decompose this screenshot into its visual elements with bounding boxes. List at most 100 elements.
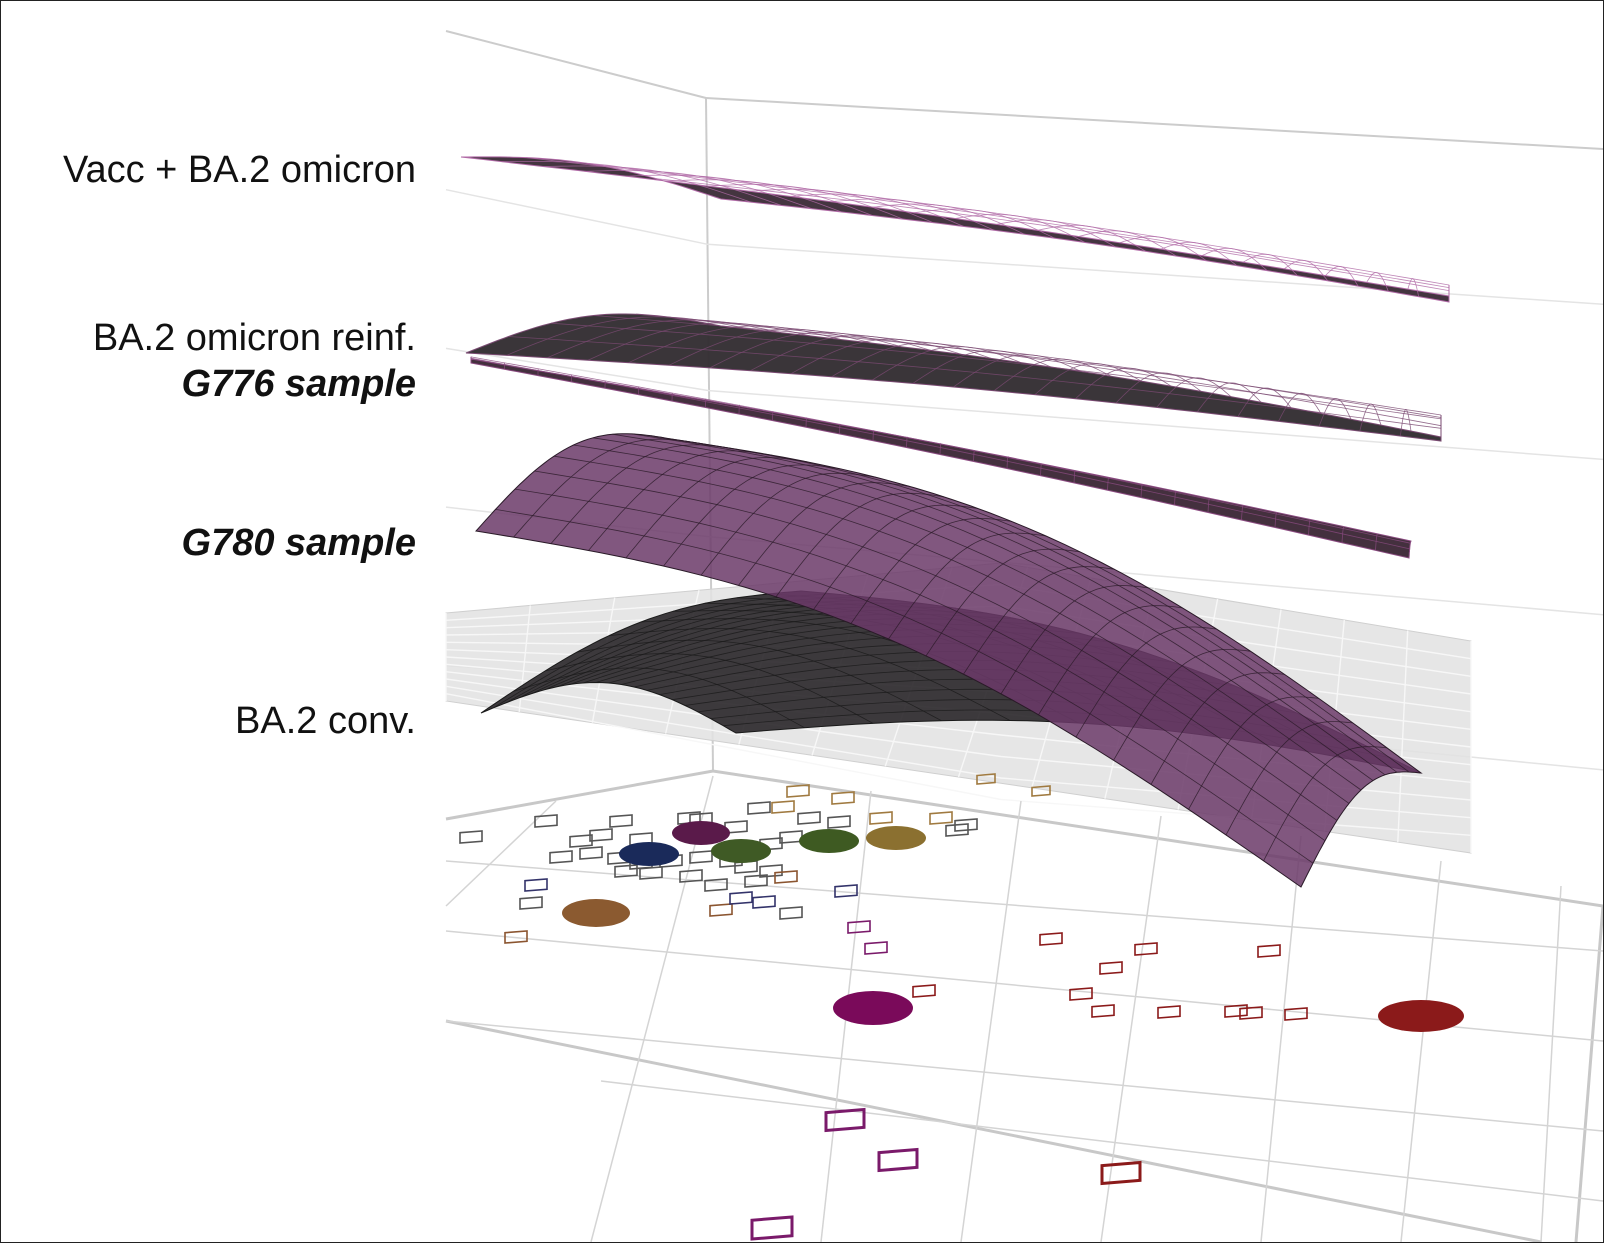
label-ba2-reinf: BA.2 omicron reinf. bbox=[92, 317, 416, 359]
surface-g780-mesh bbox=[513, 438, 706, 538]
mid-plane-gridline bbox=[1397, 630, 1409, 843]
serum-marker bbox=[1091, 1004, 1115, 1018]
surface-g780-mesh bbox=[1225, 721, 1353, 836]
surface-vacc-ba2-mesh bbox=[666, 179, 873, 216]
floor-gridline bbox=[1100, 815, 1162, 1242]
serum-marker bbox=[976, 773, 996, 785]
surface-g776-mesh bbox=[1006, 456, 1009, 469]
surface-g780-mesh bbox=[850, 517, 1012, 624]
surface-g780-mesh bbox=[1150, 672, 1285, 785]
serum-marker bbox=[1031, 785, 1051, 797]
surface-vacc-ba2-mesh bbox=[1160, 241, 1237, 266]
surface-ba2-reinf-mesh bbox=[912, 350, 1052, 384]
surface-ba2-conv-mesh bbox=[493, 593, 833, 709]
surface-g776 bbox=[470, 356, 1412, 559]
surface-ba2-reinf-mesh bbox=[1359, 403, 1382, 432]
surface-vacc-ba2 bbox=[460, 156, 1450, 303]
surface-g776-mesh bbox=[1375, 533, 1378, 551]
surface-ba2-reinf-mesh bbox=[993, 358, 1112, 392]
surface-ba2-reinf-mesh bbox=[1034, 363, 1142, 396]
surface-g776-mesh bbox=[1174, 490, 1177, 505]
floor-gridline bbox=[1400, 860, 1442, 1242]
serum-marker bbox=[869, 811, 893, 825]
surface-vacc-ba2-mesh bbox=[1078, 230, 1177, 257]
serum-marker bbox=[759, 864, 783, 878]
surface-vacc-ba2-mesh bbox=[749, 188, 934, 224]
surface-vacc-ba2-mesh bbox=[831, 198, 995, 231]
serum-marker bbox=[827, 815, 851, 829]
surface-vacc-ba2-mesh bbox=[954, 213, 1086, 243]
serum-marker bbox=[639, 866, 663, 880]
serum-marker bbox=[1100, 1160, 1142, 1186]
floor-gridline bbox=[1260, 835, 1302, 1242]
serum-marker bbox=[1284, 1007, 1308, 1021]
surface-vacc-ba2-mesh bbox=[1037, 224, 1146, 252]
antigen-red bbox=[1378, 1000, 1464, 1032]
surface-ba2-reinf-mesh bbox=[506, 316, 752, 356]
floor-gridline bbox=[445, 1020, 1603, 1132]
floor-gridline bbox=[445, 860, 1603, 952]
surface-g776-mesh bbox=[1207, 497, 1210, 513]
antigen-purple bbox=[672, 821, 730, 845]
serum-marker bbox=[929, 811, 953, 825]
serum-marker bbox=[877, 1147, 919, 1173]
serum-marker bbox=[912, 984, 936, 998]
surface-vacc-ba2-mesh bbox=[1325, 265, 1359, 287]
surface-g780-mesh bbox=[550, 444, 740, 544]
surface-g780 bbox=[475, 433, 1423, 888]
serum-marker bbox=[549, 850, 573, 864]
surface-g780-mesh bbox=[813, 504, 978, 610]
serum-marker bbox=[747, 801, 771, 815]
surface-g780-mesh bbox=[888, 532, 1047, 640]
serum-marker bbox=[524, 878, 548, 892]
surface-ba2-reinf-mesh bbox=[872, 346, 1022, 381]
left-wall-top-edge bbox=[445, 30, 707, 99]
surface-ba2-reinf-mesh bbox=[1278, 392, 1322, 422]
surface-g780-mesh bbox=[738, 482, 910, 586]
serum-marker bbox=[779, 830, 803, 844]
surface-g776-mesh bbox=[738, 404, 740, 414]
antigen-markers bbox=[562, 821, 1464, 1032]
serum-marker bbox=[752, 895, 776, 909]
surface-vacc-ba2-mesh bbox=[1366, 272, 1389, 292]
serum-marker bbox=[679, 869, 703, 883]
serum-marker bbox=[519, 896, 543, 910]
surface-g776-mesh bbox=[939, 442, 942, 455]
serum-marker bbox=[1257, 944, 1281, 958]
surface-g776-mesh bbox=[1073, 470, 1076, 483]
surface-ba2-reinf-mesh bbox=[1156, 377, 1232, 408]
surface-ba2-reinf-mesh bbox=[1075, 367, 1172, 400]
serum-marker bbox=[729, 891, 753, 905]
serum-marker bbox=[704, 878, 728, 892]
antigen-navy bbox=[619, 842, 679, 866]
surface-g780-mesh bbox=[1188, 696, 1319, 810]
serum-marker bbox=[569, 834, 593, 848]
floor-gridline bbox=[590, 775, 714, 1242]
wall-gridline bbox=[445, 347, 1603, 461]
serum-marker bbox=[459, 830, 483, 844]
surface-ba2-reinf-mesh bbox=[750, 335, 932, 372]
floor-gridline bbox=[960, 800, 1022, 1242]
serum-marker bbox=[834, 884, 858, 898]
serum-marker bbox=[504, 930, 528, 944]
surface-ba2-reinf-mesh bbox=[1318, 398, 1352, 427]
serum-marker bbox=[831, 791, 855, 805]
surface-g780-mesh bbox=[1038, 605, 1183, 716]
serum-marker bbox=[1099, 961, 1123, 975]
serum-marker bbox=[797, 811, 821, 825]
surface-g776-mesh bbox=[1274, 512, 1278, 528]
surface-ba2-reinf-mesh bbox=[1115, 372, 1202, 404]
surface-ba2-reinf-mesh bbox=[709, 331, 902, 369]
surface-g776-mesh bbox=[805, 417, 808, 428]
serum-marker bbox=[1069, 987, 1093, 1001]
serum-marker bbox=[609, 814, 633, 828]
wall-gridline bbox=[445, 188, 1603, 305]
serum-marker bbox=[779, 906, 803, 920]
antigen-olive bbox=[711, 839, 771, 863]
surface-g776-mesh bbox=[772, 411, 774, 421]
surface-g776-mesh bbox=[1107, 476, 1110, 491]
surface-ba2-reinf-mesh bbox=[668, 328, 872, 366]
surface-g780-mesh bbox=[625, 457, 808, 559]
